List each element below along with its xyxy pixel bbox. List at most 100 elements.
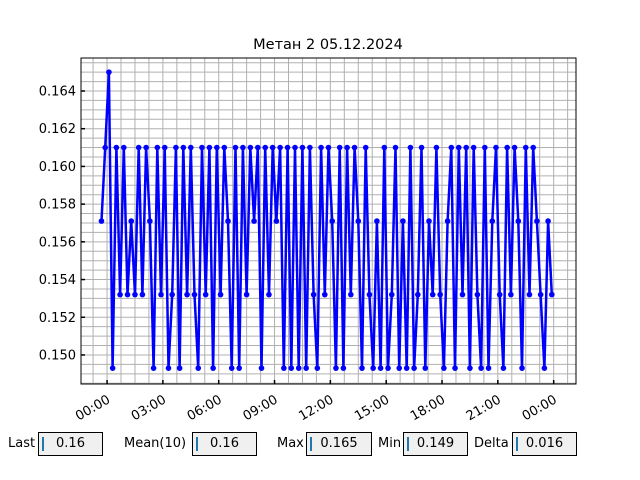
max-value-field[interactable]: 0.165 (306, 432, 372, 456)
data-point (504, 144, 510, 151)
data-point (385, 365, 391, 371)
last-value: 0.16 (56, 436, 85, 451)
text-cursor (196, 437, 198, 451)
data-point (147, 218, 153, 224)
chart-title: Метан 2 05.12.2024 (253, 37, 403, 53)
data-point (411, 365, 417, 371)
data-point (426, 218, 432, 224)
x-tick-label: 15:00 (352, 392, 392, 424)
data-point (493, 144, 499, 151)
delta-label: Delta (474, 436, 509, 451)
data-point (269, 144, 276, 151)
y-tick-label: 0.152 (39, 311, 76, 326)
last-label: Last (8, 436, 36, 451)
data-point (366, 291, 373, 298)
data-point (429, 291, 436, 298)
data-point (362, 144, 369, 151)
data-point (482, 144, 488, 151)
data-point (292, 144, 298, 151)
data-point (470, 144, 477, 151)
x-tick-label: 03:00 (129, 392, 169, 424)
data-point (307, 144, 313, 151)
max-value: 0.165 (320, 436, 358, 451)
data-point (98, 218, 105, 224)
data-point (388, 291, 395, 298)
data-point (258, 365, 265, 371)
y-tick-label: 0.158 (39, 198, 76, 213)
data-point (184, 291, 190, 298)
data-point (530, 144, 536, 151)
data-point (139, 291, 146, 298)
data-point (515, 218, 522, 224)
data-point (161, 144, 168, 151)
data-point (500, 365, 507, 371)
data-point (187, 144, 194, 151)
data-point (214, 144, 220, 151)
data-point (221, 144, 228, 151)
delta-value-field[interactable]: 0.016 (512, 432, 577, 456)
data-point (455, 144, 462, 151)
data-point (522, 144, 529, 151)
x-tick-label: 09:00 (241, 392, 281, 424)
data-point (344, 144, 350, 151)
data-point (415, 291, 421, 298)
x-tick-label: 06:00 (185, 392, 225, 424)
data-point (329, 218, 336, 224)
data-point (526, 291, 533, 298)
data-point (374, 218, 380, 224)
data-point (281, 365, 287, 371)
data-point (132, 291, 138, 298)
plot-frame (80, 57, 577, 385)
data-point (400, 218, 406, 224)
min-label: Min (378, 436, 402, 451)
data-point (485, 365, 492, 371)
data-point (508, 291, 514, 298)
data-point (489, 218, 496, 224)
data-point (165, 365, 172, 371)
data-point (422, 365, 429, 371)
data-point (199, 144, 205, 151)
chart-svg: Метан 2 05.12.2024 00:00 03:00 06:00 09:00 1… (39, 37, 577, 424)
data-point (113, 144, 120, 151)
data-point (549, 291, 555, 298)
data-point (206, 144, 213, 151)
data-point (448, 144, 455, 151)
delta-value: 0.016 (525, 436, 564, 451)
data-point (150, 365, 157, 371)
mean-value: 0.16 (210, 436, 239, 451)
data-point (314, 365, 321, 371)
data-point (236, 365, 242, 371)
data-point (310, 291, 317, 298)
y-tick-label: 0.154 (39, 273, 76, 288)
last-value-field[interactable]: 0.16 (38, 432, 103, 456)
data-point (117, 291, 123, 298)
data-point (176, 365, 183, 371)
data-point (511, 144, 518, 151)
min-value-field[interactable]: 0.149 (403, 432, 468, 456)
data-point (240, 144, 246, 151)
data-point (266, 291, 272, 298)
plot-series (98, 69, 555, 371)
data-point (355, 218, 362, 224)
data-point (348, 291, 354, 298)
data-point (444, 218, 451, 224)
y-tick-label: 0.160 (39, 160, 76, 175)
mean-value-field[interactable]: 0.16 (192, 432, 257, 456)
data-point (251, 218, 257, 224)
data-point (541, 365, 548, 371)
data-point (336, 144, 343, 151)
data-point (109, 365, 116, 371)
data-point (191, 291, 198, 298)
text-cursor (310, 437, 312, 451)
data-point (299, 144, 306, 151)
data-point (370, 365, 376, 371)
data-point (232, 144, 239, 151)
data-point (321, 291, 328, 298)
data-point (467, 365, 473, 371)
data-point (295, 365, 302, 371)
data-point (228, 365, 235, 371)
text-cursor (516, 437, 518, 451)
data-point (303, 365, 309, 371)
data-point (243, 291, 250, 298)
